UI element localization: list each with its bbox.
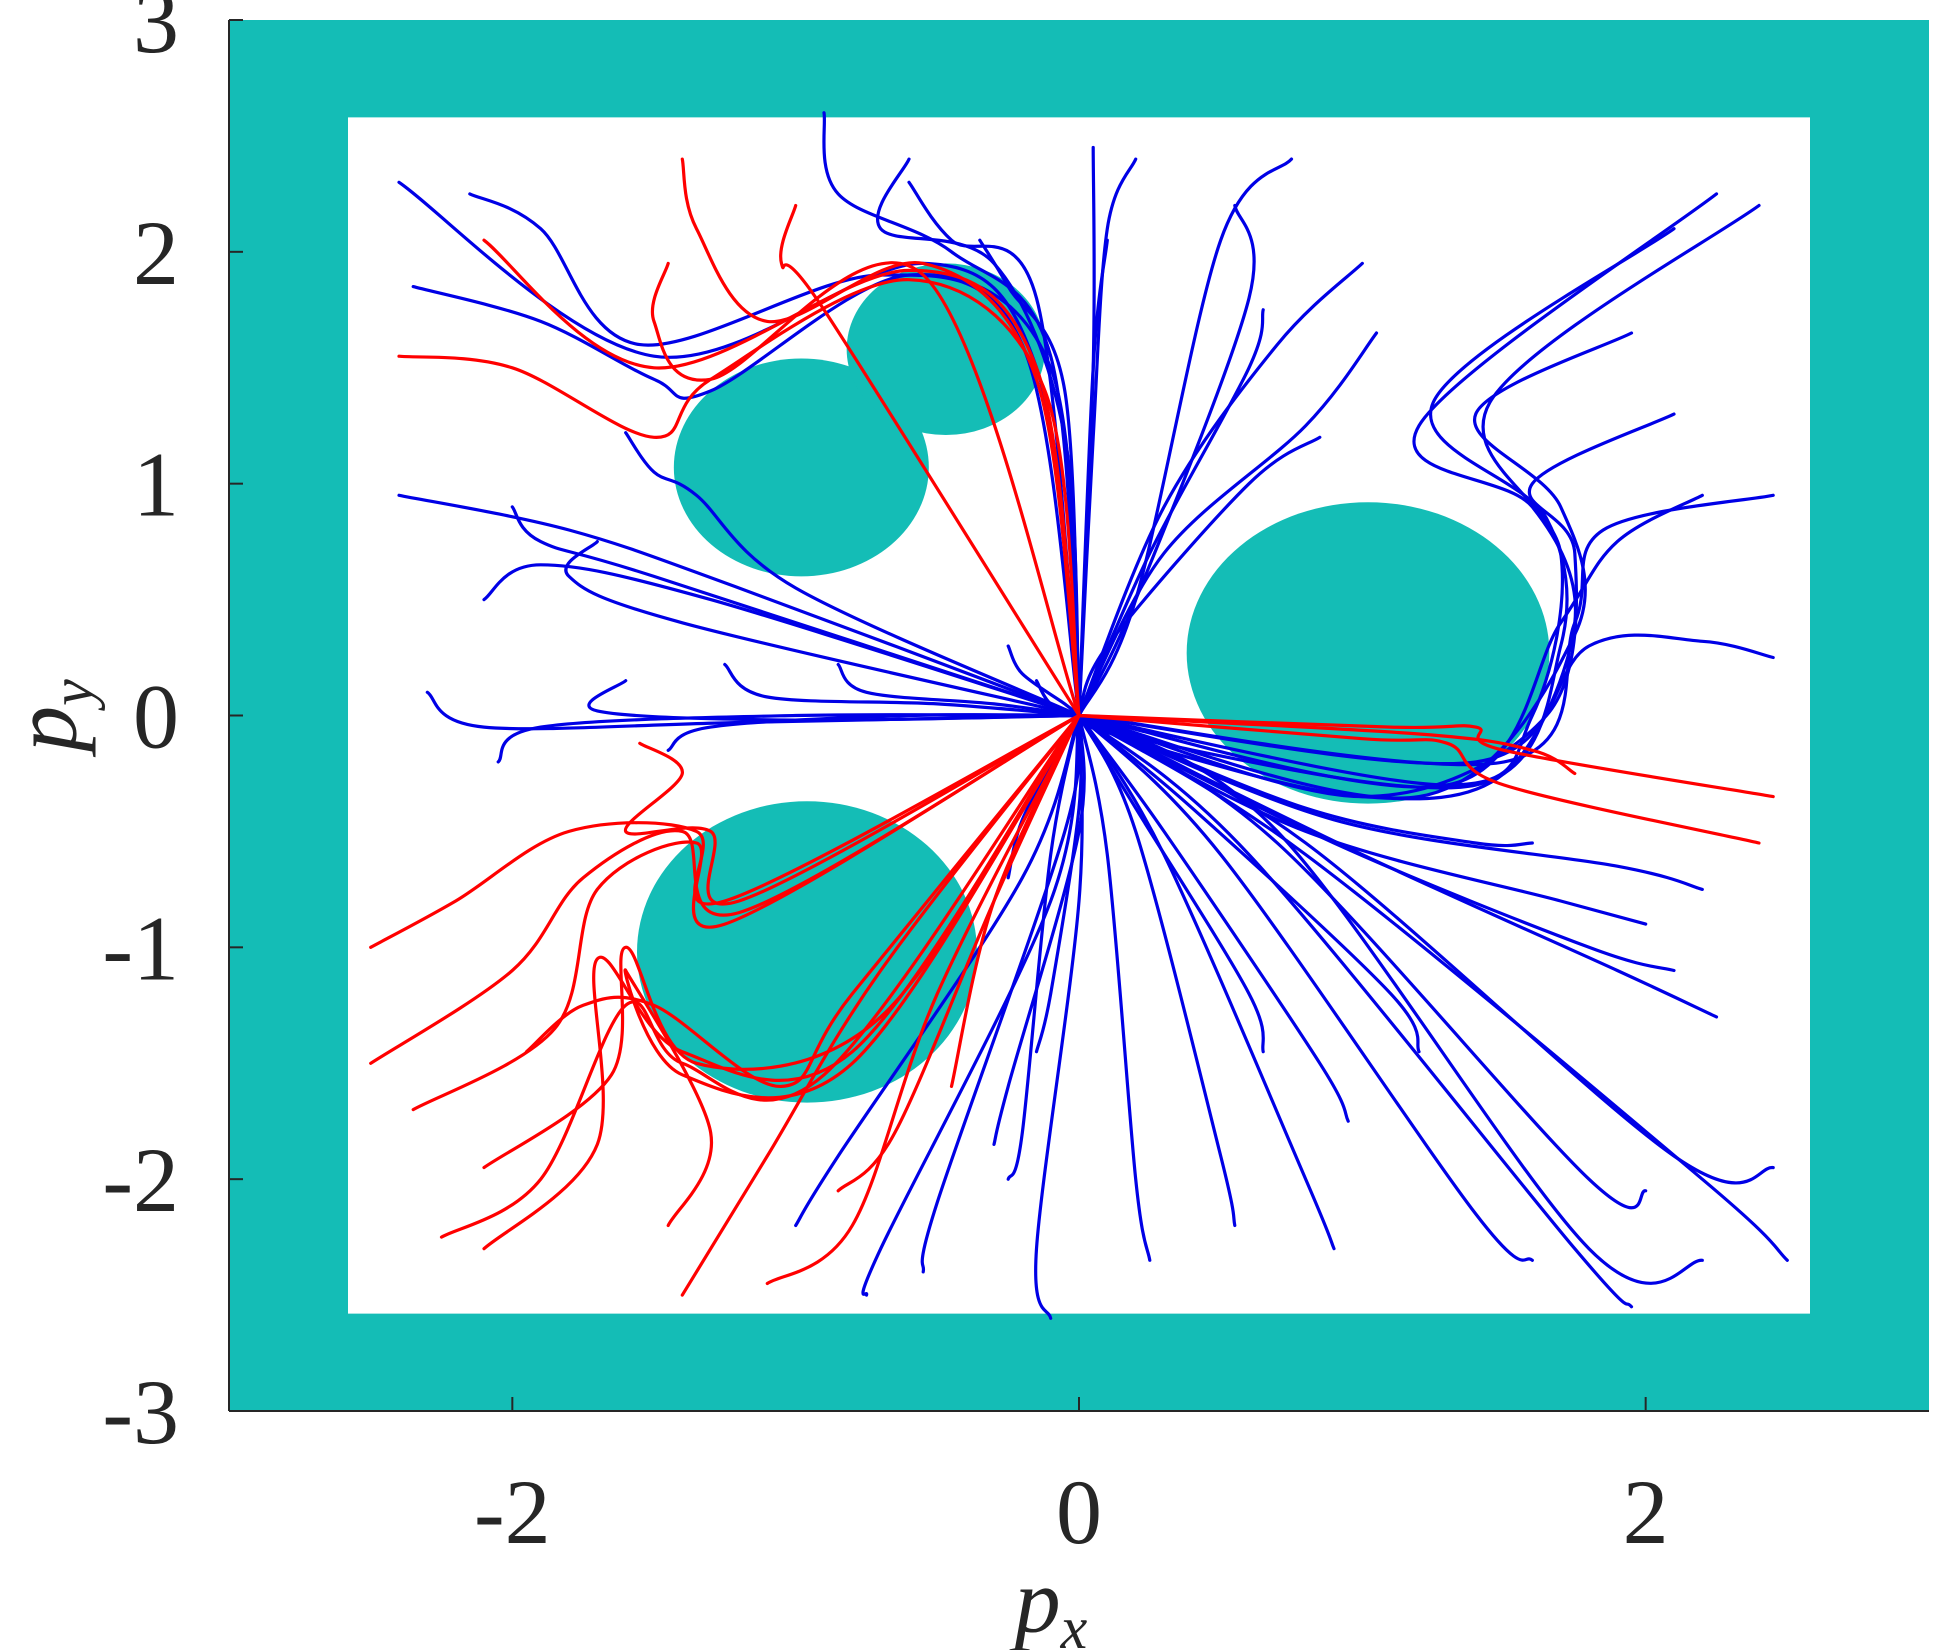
trajectory-safe-28 bbox=[1077, 435, 1322, 718]
x-tick-label: 0 bbox=[1056, 1461, 1102, 1563]
obstacle-right bbox=[1186, 502, 1550, 804]
trajectory-safe-15 bbox=[1034, 679, 1081, 718]
y-tick-label: -1 bbox=[102, 897, 179, 999]
y-tick-label: -3 bbox=[102, 1361, 179, 1463]
trajectory-safe-46 bbox=[1077, 713, 1704, 1285]
trajectory-unsafe-18 bbox=[1077, 713, 1775, 799]
trajectory-safe-3 bbox=[624, 431, 1081, 718]
x-axis-label: px bbox=[1009, 1550, 1088, 1650]
trajectory-safe-19 bbox=[978, 238, 1081, 718]
trajectory-safe-59 bbox=[920, 713, 1082, 1274]
trajectory-unsafe-15 bbox=[765, 713, 1081, 1286]
x-tick-label: 2 bbox=[1623, 1461, 1669, 1563]
trajectory-safe-27 bbox=[1077, 331, 1379, 718]
obstacle-upper-left-small bbox=[846, 263, 1045, 435]
y-tick-label: 1 bbox=[133, 434, 179, 536]
trajectory-unsafe-16 bbox=[836, 713, 1081, 1193]
trajectory-safe-52 bbox=[1077, 713, 1237, 1228]
trajectory-unsafe-10 bbox=[439, 713, 1081, 1239]
y-tick-label: -2 bbox=[102, 1129, 179, 1231]
trajectory-unsafe-17 bbox=[949, 713, 1081, 1088]
trajectory-unsafe-9 bbox=[524, 713, 1081, 1089]
label-layer: -2 0 2 3 2 1 0 -1 -2 -3 px py bbox=[0, 0, 1669, 1650]
trajectory-unsafe-3 bbox=[650, 261, 1081, 718]
trajectory-safe-44 bbox=[1077, 713, 1648, 1210]
trajectory-unsafe-13 bbox=[623, 713, 1081, 1228]
trajectory-unsafe-2 bbox=[397, 278, 1081, 718]
trajectory-safe-47 bbox=[1077, 713, 1534, 1262]
trajectory-unsafe-8 bbox=[411, 713, 1081, 1112]
trajectory-safe-22 bbox=[1077, 238, 1109, 718]
trajectory-safe-10 bbox=[723, 662, 1081, 718]
trajectory-safe-43 bbox=[1077, 713, 1775, 1185]
trajectory-safe-53 bbox=[1077, 713, 1152, 1262]
trajectory-safe-49 bbox=[1077, 713, 1421, 1054]
trajectory-safe-9 bbox=[587, 679, 1081, 722]
y-axis-label: py bbox=[0, 679, 105, 758]
trajectory-unsafe-5 bbox=[624, 713, 1081, 906]
x-tick-label: -2 bbox=[474, 1461, 551, 1563]
y-tick-label: 0 bbox=[133, 666, 179, 768]
trajectory-unsafe-6 bbox=[369, 713, 1081, 949]
trajectory-safe-36 bbox=[1077, 633, 1775, 766]
trajectory-layer bbox=[369, 111, 1789, 1320]
trajectory-unsafe-11 bbox=[482, 713, 1081, 1251]
trajectory-safe-6 bbox=[482, 563, 1081, 718]
trajectory-safe-60 bbox=[794, 713, 1081, 1228]
trajectory-safe-16 bbox=[822, 111, 1081, 718]
trajectory-safe-13 bbox=[836, 662, 1081, 718]
trajectory-safe-38 bbox=[1077, 713, 1704, 891]
trajectory-safe-7 bbox=[564, 540, 1081, 718]
trajectory-safe-56 bbox=[992, 713, 1086, 1146]
obstacle-lower-left bbox=[637, 801, 977, 1103]
obstacle-upper-left-large bbox=[673, 358, 929, 577]
trajectory-safe-31 bbox=[1077, 203, 1761, 787]
trajectory-safe-12 bbox=[666, 713, 1081, 752]
trajectory-unsafe-0 bbox=[680, 157, 1081, 718]
trajectory-unsafe-4 bbox=[779, 203, 1081, 718]
trajectory-unsafe-1 bbox=[482, 238, 1081, 718]
trajectory-safe-26 bbox=[1077, 308, 1265, 718]
trajectory-safe-25 bbox=[1077, 261, 1364, 718]
axis-layer bbox=[228, 19, 1929, 1412]
trajectory-safe-32 bbox=[1077, 331, 1634, 800]
trajectory-safe-48 bbox=[1077, 713, 1350, 1123]
trajectory-safe-35 bbox=[1077, 493, 1704, 789]
trajectory-unsafe-20 bbox=[1077, 713, 1577, 776]
trajectory-safe-33 bbox=[1077, 412, 1676, 799]
trajectory-safe-4 bbox=[397, 493, 1081, 718]
trajectory-safe-14 bbox=[1006, 644, 1081, 718]
trajectory-unsafe-14 bbox=[680, 713, 1081, 1297]
trajectory-safe-51 bbox=[1077, 713, 1336, 1251]
trajectory-unsafe-19 bbox=[1077, 713, 1761, 845]
trajectory-safe-24 bbox=[1077, 157, 1294, 718]
y-tick-label: 2 bbox=[133, 202, 179, 304]
trajectory-safe-45 bbox=[1077, 713, 1634, 1309]
y-tick-label: 3 bbox=[133, 0, 179, 72]
